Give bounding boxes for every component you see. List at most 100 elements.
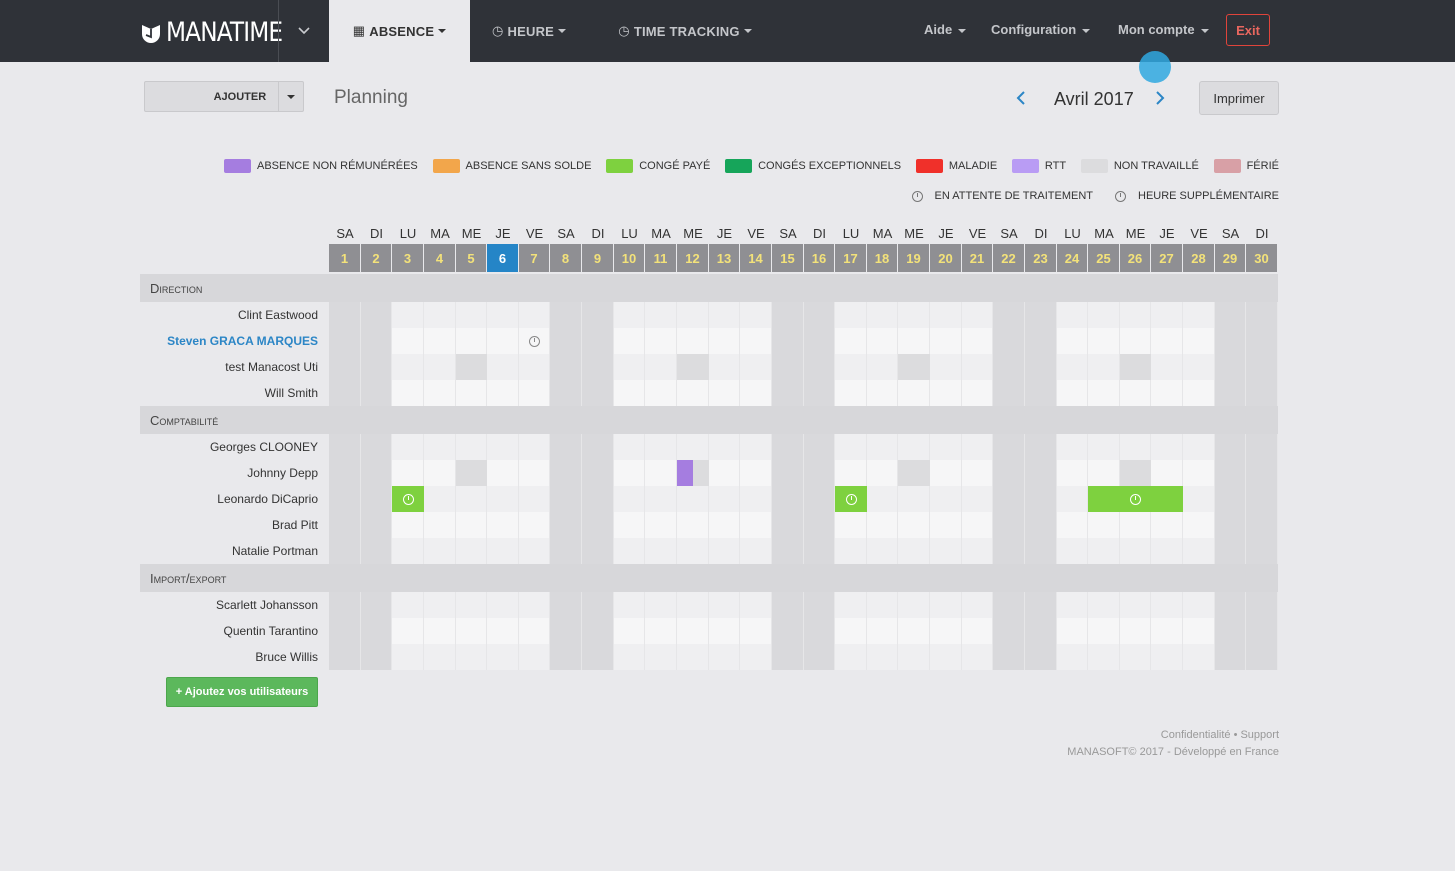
date-number[interactable]: 1 (329, 244, 361, 272)
day-cell[interactable] (772, 328, 804, 354)
day-cell[interactable] (1183, 354, 1215, 380)
day-cell[interactable] (329, 592, 361, 618)
day-cell[interactable] (898, 380, 930, 406)
day-cell[interactable] (361, 302, 392, 328)
day-cell[interactable] (1057, 460, 1088, 486)
day-cell[interactable] (677, 618, 709, 644)
day-cell[interactable] (582, 512, 614, 538)
day-cell[interactable] (361, 434, 392, 460)
user-name[interactable]: Georges CLOONEY (209, 440, 318, 454)
day-cell[interactable] (1183, 328, 1215, 354)
day-cell[interactable] (1088, 618, 1120, 644)
day-cell[interactable] (772, 302, 804, 328)
day-cell[interactable] (1215, 538, 1246, 564)
user-name[interactable]: Natalie Portman (231, 544, 318, 558)
day-cell[interactable] (645, 618, 677, 644)
day-cell[interactable] (1025, 460, 1057, 486)
day-cell[interactable] (962, 486, 993, 512)
day-cell[interactable] (550, 538, 582, 564)
day-cell[interactable] (709, 354, 740, 380)
day-cell[interactable] (867, 434, 898, 460)
day-cell[interactable] (835, 354, 867, 380)
date-number[interactable]: 13 (709, 244, 740, 272)
day-cell[interactable] (424, 434, 456, 460)
day-cell[interactable] (645, 486, 677, 512)
day-cell[interactable] (614, 592, 645, 618)
day-cell[interactable] (677, 380, 709, 406)
day-cell[interactable] (1246, 328, 1278, 354)
day-cell[interactable] (392, 592, 424, 618)
day-cell[interactable] (1151, 354, 1183, 380)
day-cell[interactable] (898, 302, 930, 328)
day-cell[interactable] (456, 512, 487, 538)
day-cell[interactable] (962, 354, 993, 380)
day-cell[interactable] (930, 618, 962, 644)
day-cell[interactable] (772, 434, 804, 460)
day-cell[interactable] (1183, 486, 1215, 512)
day-cell[interactable] (1088, 538, 1120, 564)
day-cell[interactable] (582, 354, 614, 380)
user-name[interactable]: Scarlett Johansson (215, 598, 318, 612)
day-cell[interactable] (835, 380, 867, 406)
day-cell[interactable] (392, 380, 424, 406)
day-cell[interactable] (392, 512, 424, 538)
day-cell[interactable] (867, 302, 898, 328)
day-cell[interactable] (835, 434, 867, 460)
day-cell[interactable] (993, 512, 1025, 538)
day-cell[interactable] (677, 538, 709, 564)
day-cell[interactable] (962, 644, 993, 670)
day-cell[interactable] (1025, 512, 1057, 538)
day-cell[interactable] (487, 618, 519, 644)
day-cell[interactable] (1151, 434, 1183, 460)
day-cell[interactable] (582, 538, 614, 564)
day-cell[interactable] (740, 460, 772, 486)
day-cell[interactable] (361, 644, 392, 670)
day-cell[interactable] (740, 512, 772, 538)
day-cell[interactable] (1151, 380, 1183, 406)
day-cell[interactable] (804, 328, 835, 354)
day-cell[interactable] (867, 538, 898, 564)
day-cell[interactable] (614, 644, 645, 670)
date-number[interactable]: 6 (487, 244, 519, 272)
day-cell[interactable] (1151, 644, 1183, 670)
date-number[interactable]: 24 (1057, 244, 1088, 272)
day-cell[interactable] (1057, 354, 1088, 380)
day-cell[interactable] (519, 592, 550, 618)
day-cell[interactable] (1246, 538, 1278, 564)
day-cell[interactable] (614, 380, 645, 406)
day-cell[interactable] (614, 434, 645, 460)
day-cell[interactable] (329, 644, 361, 670)
day-cell[interactable] (804, 486, 835, 512)
day-cell[interactable] (1120, 592, 1151, 618)
day-cell[interactable] (582, 328, 614, 354)
day-cell[interactable] (1088, 460, 1120, 486)
day-cell[interactable] (835, 538, 867, 564)
day-cell[interactable] (645, 302, 677, 328)
day-cell[interactable] (582, 618, 614, 644)
day-cell[interactable] (361, 460, 392, 486)
day-cell[interactable] (835, 302, 867, 328)
day-cell[interactable] (1057, 538, 1088, 564)
day-cell[interactable] (361, 618, 392, 644)
day-cell[interactable] (1246, 486, 1278, 512)
day-cell[interactable] (898, 434, 930, 460)
day-cell[interactable] (392, 644, 424, 670)
day-cell[interactable] (1246, 592, 1278, 618)
day-cell[interactable] (424, 486, 456, 512)
day-cell[interactable] (582, 592, 614, 618)
day-cell[interactable] (550, 592, 582, 618)
day-cell[interactable] (709, 434, 740, 460)
day-cell[interactable] (1183, 302, 1215, 328)
day-cell[interactable] (361, 328, 392, 354)
day-cell[interactable] (677, 302, 709, 328)
day-cell[interactable] (772, 380, 804, 406)
day-cell[interactable] (424, 538, 456, 564)
day-cell[interactable] (709, 328, 740, 354)
day-cell[interactable] (1057, 486, 1088, 512)
day-cell[interactable] (550, 302, 582, 328)
day-cell[interactable] (772, 512, 804, 538)
day-cell[interactable] (804, 434, 835, 460)
day-cell[interactable] (898, 644, 930, 670)
date-number[interactable]: 15 (772, 244, 804, 272)
day-cell[interactable] (1025, 302, 1057, 328)
